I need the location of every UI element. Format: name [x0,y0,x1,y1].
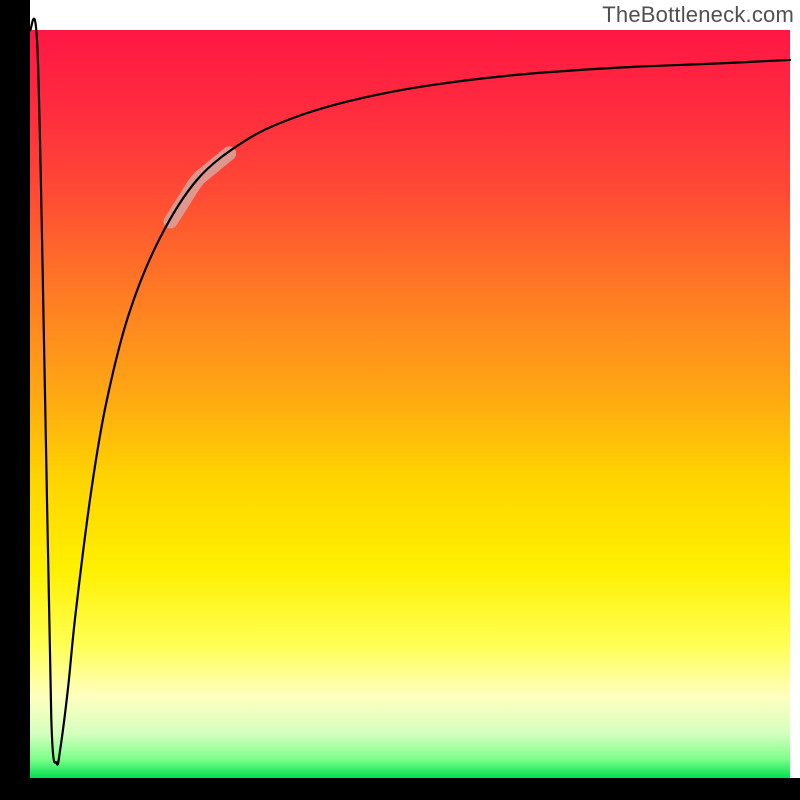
bottleneck-chart [0,0,800,800]
x-axis [0,778,800,800]
plot-background [30,30,790,778]
y-axis [0,0,30,800]
chart-container: { "attribution": "TheBottleneck.com", "c… [0,0,800,800]
attribution-text: TheBottleneck.com [600,0,800,30]
